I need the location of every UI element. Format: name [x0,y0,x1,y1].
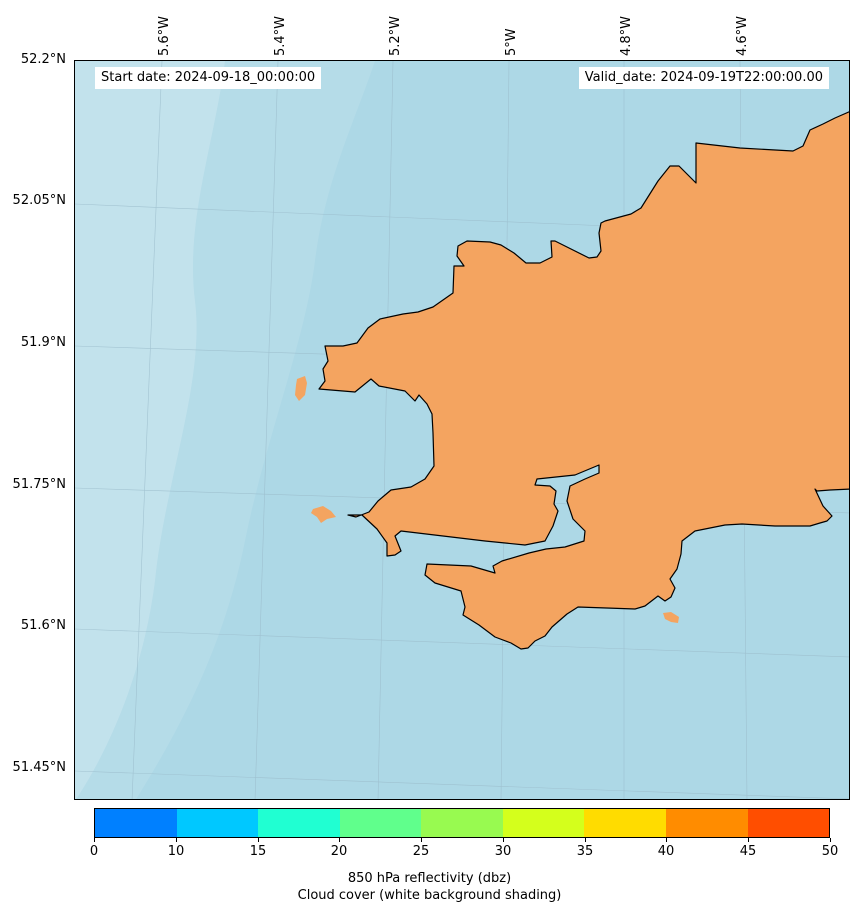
colorbar-segment-6 [584,809,666,837]
colorbar-tick-label: 15 [249,844,267,859]
colorbar-segment-8 [747,809,830,837]
colorbar-tickmark [748,838,749,842]
colorbar-tick-label: 30 [494,844,512,859]
colorbar-tickmark [585,838,586,842]
colorbar-tickmark [503,838,504,842]
lat-label-52.05n: 52.05°N [12,193,66,208]
colorbar-tick-label: 40 [657,844,675,859]
colorbar-tick-label: 20 [330,844,348,859]
lat-label-51.45n: 51.45°N [12,760,66,775]
colorbar-tickmark [421,838,422,842]
colorbar-tickmark [666,838,667,842]
lat-label-51.9n: 51.9°N [20,335,66,350]
map-frame: Start date: 2024-09-18_00:00:00 Valid_da… [74,60,850,800]
colorbar [94,808,830,838]
colorbar-tickmark [258,838,259,842]
valid-date-label: Valid_date: 2024-09-19T22:00:00.00 [578,67,829,89]
map-canvas [75,61,849,799]
colorbar-tick-label: 35 [576,844,594,859]
lat-label-52.2n: 52.2°N [20,52,66,67]
colorbar-segment-5 [502,809,585,837]
colorbar-segment-7 [665,809,748,837]
colorbar-segment-3 [339,809,422,837]
colorbar-label-reflectivity: 850 hPa reflectivity (dbz) [347,871,512,886]
island-ramsey [295,376,307,401]
cloud-shading [75,61,225,799]
island-skomer [311,506,336,523]
island-caldey [663,612,679,623]
lon-label-5.4w: 5.4°W [273,15,288,56]
lon-label-5.6w: 5.6°W [157,15,172,56]
cloud-shading-light [75,61,375,799]
colorbar-label-cloud-cover: Cloud cover (white background shading) [297,888,562,903]
lat-label-51.75n: 51.75°N [12,477,66,492]
colorbar-tickmark [94,838,95,842]
lon-label-4.8w: 4.8°W [619,15,634,56]
colorbar-tick-label: 45 [739,844,757,859]
colorbar-segment-1 [176,809,259,837]
lon-label-5w: 5°W [504,28,519,56]
colorbar-segment-4 [421,809,503,837]
colorbar-tick-label: 50 [821,844,839,859]
colorbar-tickmark [176,838,177,842]
start-date-label: Start date: 2024-09-18_00:00:00 [95,67,322,89]
lat-label-51.6n: 51.6°N [20,618,66,633]
colorbar-tick-label: 10 [167,844,185,859]
colorbar-segment-2 [258,809,340,837]
colorbar-tick-label: 25 [412,844,430,859]
colorbar-tick-label: 0 [89,844,99,859]
island-small-east [755,453,769,469]
lon-label-4.6w: 4.6°W [735,15,750,56]
colorbar-tickmark [830,838,831,842]
land-mainland [318,111,849,650]
colorbar-segment-0 [95,809,177,837]
colorbar-tickmark [339,838,340,842]
lon-label-5.2w: 5.2°W [388,15,403,56]
